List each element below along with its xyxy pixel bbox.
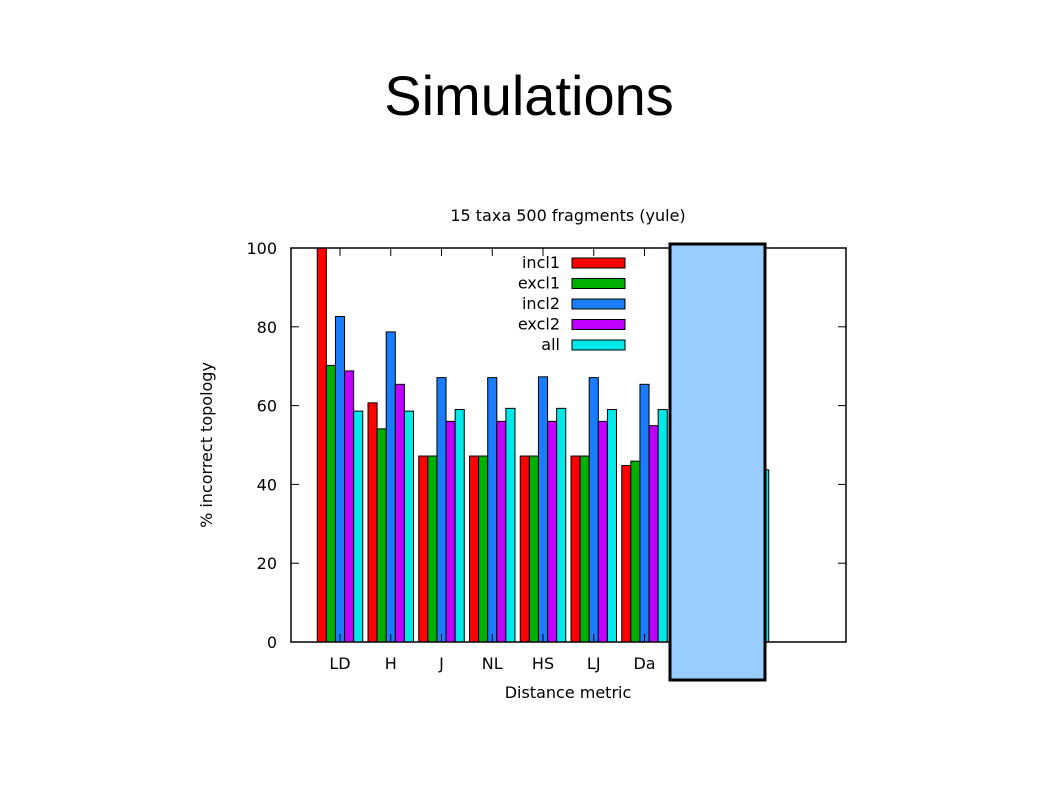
- legend-swatch: [571, 298, 626, 310]
- occluding-box: [668, 242, 767, 682]
- bar-excl2-NL: [496, 420, 507, 643]
- bar-incl2-Da: [639, 383, 650, 643]
- legend-label: incl1: [522, 253, 560, 272]
- legend-swatch: [571, 339, 626, 351]
- x-tick-label: H: [385, 654, 397, 673]
- bar-excl2-Da: [648, 425, 659, 643]
- bar-all-LJ: [606, 409, 618, 643]
- bar-all-LD: [353, 410, 364, 643]
- bar-incl1-H: [367, 402, 378, 643]
- y-tick-label: 40: [257, 475, 277, 494]
- bar-incl2-H: [385, 331, 396, 643]
- legend-label: excl2: [518, 315, 560, 334]
- bar-incl2-LD: [334, 316, 346, 643]
- bar-excl2-H: [394, 383, 405, 643]
- y-tick-label: 60: [257, 397, 277, 416]
- x-tick-label: LJ: [587, 654, 601, 673]
- bar-incl2-LJ: [588, 377, 599, 643]
- bar-all-J: [454, 409, 465, 643]
- bar-incl1-LD: [316, 247, 327, 643]
- legend-swatch: [571, 257, 626, 269]
- bar-excl1-Da: [630, 460, 641, 643]
- bar-excl1-HS: [528, 455, 539, 643]
- x-tick-label: Da: [633, 654, 655, 673]
- x-tick-label: LD: [329, 654, 350, 673]
- legend-label: excl1: [518, 274, 560, 293]
- bar-all-NL: [505, 407, 516, 643]
- legend-swatch: [571, 278, 626, 289]
- legend-label: incl2: [522, 294, 560, 313]
- bar-incl2-J: [436, 377, 447, 643]
- bar-incl1-NL: [469, 455, 480, 643]
- bar-excl2-LD: [344, 370, 355, 643]
- plot-frame: [290, 247, 847, 643]
- x-tick-label: HS: [532, 654, 554, 673]
- bar-excl1-LJ: [579, 455, 590, 643]
- x-tick-label: NL: [482, 654, 503, 673]
- bar-incl2-HS: [537, 376, 549, 643]
- x-tick-label: J: [438, 654, 444, 673]
- bar-incl1-Da: [621, 464, 632, 643]
- bar-incl1-HS: [519, 455, 530, 643]
- slide-title: Simulations: [384, 64, 674, 127]
- bar-excl1-H: [376, 428, 387, 643]
- bar-excl2-J: [445, 420, 456, 643]
- y-tick-label: 80: [257, 318, 277, 337]
- x-axis-label: Distance metric: [505, 683, 632, 702]
- bar-excl2-LJ: [597, 420, 608, 643]
- bar-all-Da: [657, 409, 668, 643]
- bar-excl1-LD: [325, 364, 336, 643]
- bar-all-HS: [556, 407, 567, 643]
- legend-label: all: [541, 335, 560, 354]
- bar-incl1-LJ: [570, 455, 581, 643]
- chart-title: 15 taxa 500 fragments (yule): [450, 206, 685, 225]
- bar-all-H: [403, 410, 414, 643]
- y-tick-label: 100: [246, 239, 277, 258]
- legend-swatch: [571, 319, 626, 330]
- y-tick-label: 0: [267, 633, 277, 652]
- bar-excl2-HS: [547, 420, 558, 643]
- bar-incl1-J: [418, 455, 429, 643]
- bar-incl2-NL: [487, 377, 498, 643]
- y-tick-label: 20: [257, 554, 277, 573]
- y-axis-label: % incorrect topology: [197, 362, 216, 528]
- bar-excl1-NL: [478, 455, 489, 643]
- y-axis: 0 20 40 60 80 100: [246, 239, 846, 652]
- bar-excl1-J: [427, 455, 438, 643]
